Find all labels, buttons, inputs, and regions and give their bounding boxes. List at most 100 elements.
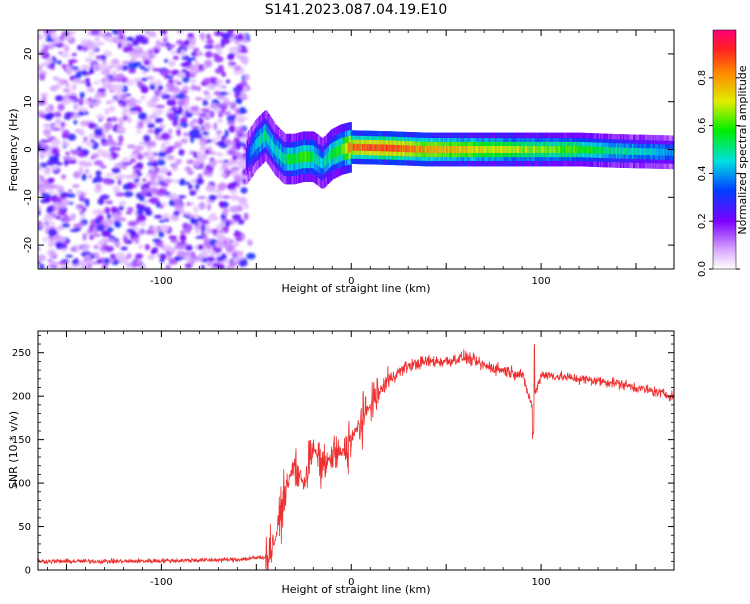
spectrogram-noise-cell xyxy=(97,32,106,38)
spectrogram-noise-cell xyxy=(111,98,117,103)
spectrogram-noise-cell xyxy=(184,166,190,172)
spectrogram-noise-cell xyxy=(196,177,204,185)
spectrogram-noise-cell xyxy=(50,31,57,39)
colorbar-tick-label: 0.0 xyxy=(697,261,708,277)
spectrogram-noise-cell xyxy=(45,166,51,173)
colorbar-gradient xyxy=(713,30,736,269)
spectrogram-noise-cell xyxy=(52,76,59,81)
spectrogram-noise-cell xyxy=(134,145,145,151)
spectrogram-noise-cell xyxy=(86,87,95,93)
spectrogram-noise-cell xyxy=(226,266,235,269)
spectrogram-noise-cell xyxy=(216,49,223,55)
snr-frame xyxy=(37,330,675,571)
spectrogram-noise-cell xyxy=(221,164,228,169)
spectrogram-noise-cell xyxy=(218,229,224,234)
spectrogram-noise-cell xyxy=(96,42,105,46)
spectrogram-noise-cell xyxy=(93,160,104,166)
spectrogram-noise-cell xyxy=(40,199,48,204)
spectrogram-noise-cell xyxy=(201,223,206,232)
spectrogram-noise-cell xyxy=(199,113,206,117)
spectrogram-noise-cell xyxy=(41,61,47,67)
spectrogram-noise-cell xyxy=(122,106,131,114)
spectrogram-noise-cell xyxy=(104,206,111,215)
snr-ytick-label: 50 xyxy=(18,522,31,533)
spectrogram-noise-cell xyxy=(230,145,236,153)
spectrogram-noise-cell xyxy=(91,153,99,159)
spectrogram-noise-cell xyxy=(156,174,164,182)
spectrogram-noise-cell xyxy=(100,194,110,200)
spectrogram-noise-cell xyxy=(135,253,144,259)
spectrogram-noise-cell xyxy=(179,117,188,124)
spectrogram-noise-cell xyxy=(51,138,61,147)
spectrogram-noise-cell xyxy=(49,260,59,266)
spectrogram-noise-cell xyxy=(246,252,256,260)
spectrogram-noise-cell xyxy=(80,64,90,71)
spectrogram-noise-cell xyxy=(235,51,242,59)
spectrogram-noise-cell xyxy=(72,66,79,71)
spectrogram-noise-cell xyxy=(240,48,249,54)
spectrogram-noise-cell xyxy=(60,121,66,128)
spectrogram-noise-cell xyxy=(75,71,82,79)
spectrogram-noise-cell xyxy=(115,192,125,197)
spectrogram-noise-cell xyxy=(38,34,43,41)
spectrogram-noise xyxy=(38,30,256,269)
spectrogram-noise-cell xyxy=(59,192,70,198)
spectrogram-noise-cell xyxy=(230,36,235,43)
spectrogram-noise-cell xyxy=(212,216,220,220)
spectrogram-noise-cell xyxy=(174,256,182,262)
spectrogram-noise-cell xyxy=(123,236,128,244)
spectrogram-noise-cell xyxy=(127,220,138,227)
spectrogram-noise-cell xyxy=(136,80,143,87)
spectrogram-noise-cell xyxy=(232,155,238,161)
spectrogram-xtick-label: 100 xyxy=(532,276,551,287)
spectrogram-noise-cell xyxy=(92,80,101,85)
chart-title: S141.2023.087.04.19.E10 xyxy=(265,2,448,18)
spectrogram-noise-cell xyxy=(204,44,215,49)
spectrogram-noise-cell xyxy=(85,82,92,88)
spectrogram-noise-cell xyxy=(231,166,240,172)
spectrogram-noise-cell xyxy=(119,200,128,205)
spectrogram-noise-cell xyxy=(47,228,58,237)
spectrogram-noise-cell xyxy=(106,117,112,123)
spectrogram-noise-cell xyxy=(216,152,224,157)
spectrogram-noise-cell xyxy=(195,235,205,239)
spectrogram-noise-cell xyxy=(125,79,135,86)
spectrogram-noise-cell xyxy=(57,103,65,111)
spectrogram-noise-cell xyxy=(115,252,126,258)
spectrogram-noise-cell xyxy=(108,77,118,82)
spectrogram-noise-cell xyxy=(147,31,157,38)
spectrogram-noise-cell xyxy=(149,156,156,160)
spectrogram-noise-cell xyxy=(38,205,42,212)
spectrogram-noise-cell xyxy=(212,228,218,237)
snr-ytick-label: 0 xyxy=(25,566,31,577)
spectrogram-noise-cell xyxy=(129,107,138,112)
spectrogram-noise-cell xyxy=(176,81,183,85)
spectrogram-ytick-label: 10 xyxy=(23,95,34,108)
spectrogram-noise-cell xyxy=(115,147,121,151)
spectrogram-noise-cell xyxy=(39,263,45,269)
spectrogram-noise-cell xyxy=(164,75,174,79)
spectrogram-noise-cell xyxy=(166,112,174,117)
spectrogram-noise-cell xyxy=(159,224,169,233)
spectrogram-noise-cell xyxy=(100,91,107,98)
spectrogram-noise-cell xyxy=(205,184,216,192)
spectrogram-noise-cell xyxy=(122,183,130,190)
spectrogram-noise-cell xyxy=(233,231,244,238)
spectrogram-noise-cell xyxy=(151,67,161,72)
spectrogram-noise-cell xyxy=(208,250,216,257)
spectrogram-noise-cell xyxy=(39,93,49,97)
spectrogram-noise-cell xyxy=(66,266,71,269)
spectrogram-noise-cell xyxy=(38,146,43,152)
snr-xtick-label: -100 xyxy=(150,577,173,588)
spectrogram-noise-cell xyxy=(163,58,169,63)
spectrogram-noise-cell xyxy=(202,77,213,84)
spectrogram-noise-cell xyxy=(200,108,211,113)
spectrogram-noise-cell xyxy=(74,128,82,134)
spectrogram-noise-cell xyxy=(60,204,66,209)
spectrogram-noise-cell xyxy=(155,43,161,50)
spectrogram-ridge xyxy=(245,110,674,189)
spectrogram-noise-cell xyxy=(162,38,168,42)
spectrogram-noise-cell xyxy=(47,177,55,184)
spectrogram-noise-cell xyxy=(50,221,55,226)
spectrogram-noise-cell xyxy=(56,78,64,84)
